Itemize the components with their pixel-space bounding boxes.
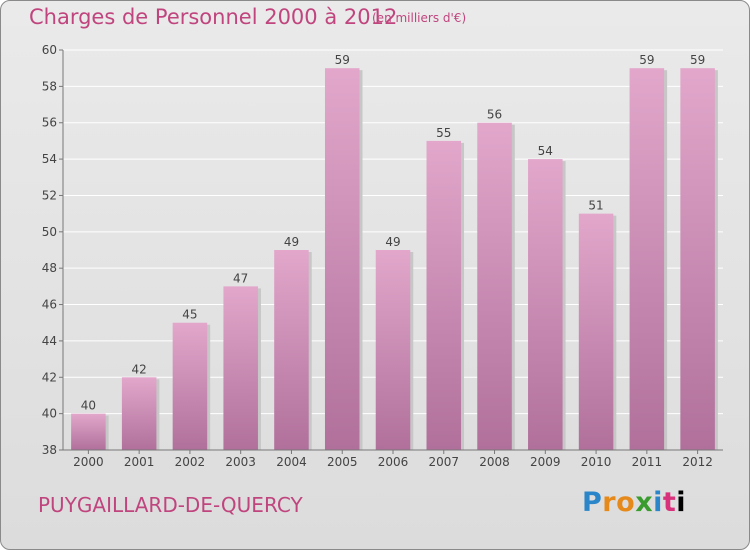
y-tick-label: 40 [42,407,57,421]
bar-value-label: 55 [436,126,451,140]
proxiti-logo[interactable]: Proxiti [582,487,686,518]
logo-letter: i [676,487,687,518]
bar-value-label: 51 [588,199,603,213]
bar [274,250,309,450]
y-tick-label: 38 [42,443,57,457]
x-tick-label: 2003 [225,455,256,469]
x-tick-label: 2007 [428,455,459,469]
x-tick-label: 2004 [276,455,307,469]
bar-value-label: 59 [639,53,654,67]
x-tick-label: 2010 [581,455,612,469]
logo-letter: i [653,487,663,518]
bar-value-label: 54 [538,144,553,158]
bar-value-label: 45 [182,308,197,322]
y-tick-label: 48 [42,261,57,275]
bar-value-label: 49 [385,235,400,249]
bar-value-label: 59 [690,53,705,67]
bar [121,377,157,450]
bar-value-label: 40 [81,399,96,413]
x-tick-label: 2005 [327,455,358,469]
bar [477,122,512,451]
x-tick-label: 2000 [73,455,104,469]
logo-letter: x [635,487,654,518]
x-tick-label: 2002 [175,455,206,469]
bar [426,140,462,450]
y-tick-label: 42 [42,370,57,384]
bar [71,413,106,450]
y-tick-label: 52 [42,188,57,202]
bar [629,68,665,450]
bar [375,250,411,450]
logo-letter: P [582,487,603,518]
bar-value-label: 47 [233,271,248,285]
x-tick-label: 2006 [378,455,409,469]
bar [324,68,360,450]
bar-value-label: 49 [284,235,299,249]
y-tick-label: 56 [42,116,57,130]
chart-subtitle: (en milliers d'€) [372,11,467,25]
bar [223,286,258,450]
bar [578,213,614,450]
x-tick-label: 2009 [530,455,561,469]
y-tick-label: 44 [42,334,57,348]
y-tick-label: 54 [42,152,57,166]
bar-value-label: 59 [335,53,350,67]
chart-title: Charges de Personnel 2000 à 2012 [29,5,398,29]
y-tick-label: 50 [42,225,57,239]
bar-value-label: 56 [487,108,502,122]
y-tick-label: 46 [42,298,57,312]
logo-letter: o [616,487,636,518]
x-tick-label: 2012 [682,455,713,469]
logo-letter: t [662,487,677,518]
y-tick-label: 58 [42,79,57,93]
bar-value-label: 42 [132,362,147,376]
place-name: PUYGAILLARD-DE-QUERCY [38,493,303,517]
logo-letter: r [602,487,617,518]
y-tick-label: 60 [42,43,57,57]
bar [172,322,208,450]
bar [680,68,715,450]
x-tick-label: 2001 [124,455,155,469]
bar [528,159,563,450]
x-tick-label: 2011 [632,455,663,469]
x-tick-label: 2008 [479,455,510,469]
